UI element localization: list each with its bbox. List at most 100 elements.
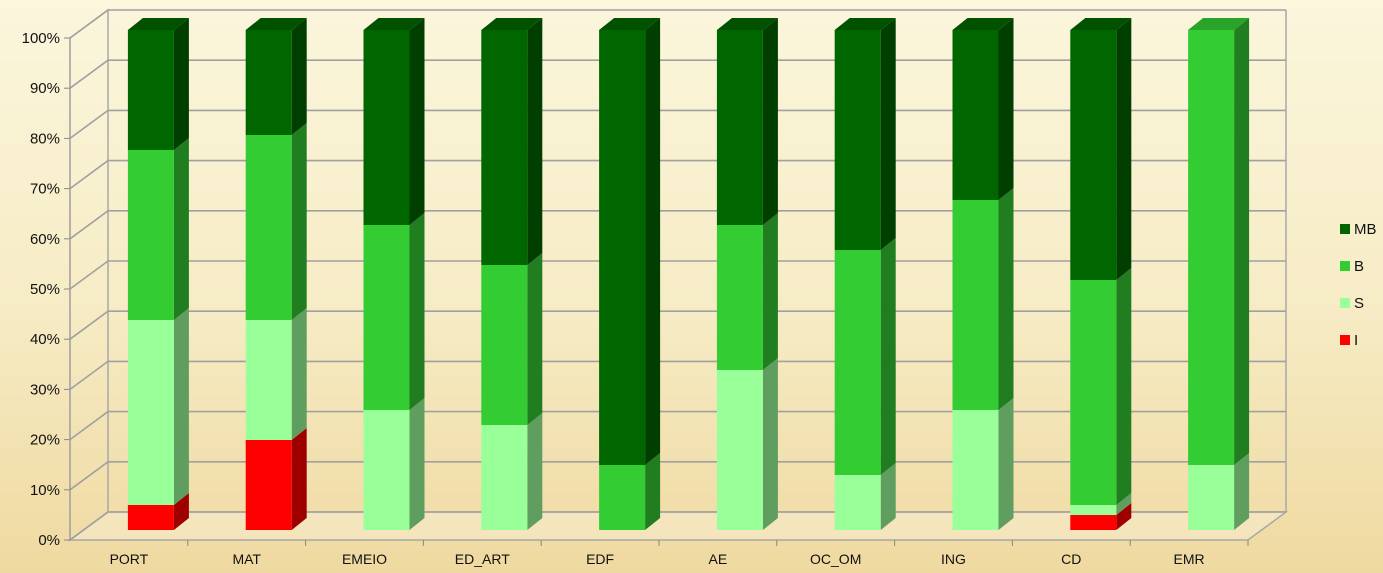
- bar-side: [645, 453, 661, 530]
- y-tick-label: 20%: [30, 432, 60, 449]
- bar-top: [716, 18, 778, 30]
- bar-side: [880, 18, 896, 250]
- bar-side: [762, 18, 778, 225]
- bar-side: [880, 238, 896, 475]
- bar-side: [1234, 453, 1250, 530]
- legend-label: I: [1354, 332, 1358, 349]
- bar-side: [762, 358, 778, 530]
- y-tick-label: 80%: [30, 130, 60, 147]
- bar-top: [599, 18, 661, 30]
- legend-swatch: [1340, 224, 1350, 234]
- bar-side: [880, 463, 896, 530]
- bar-segment-mb: [834, 30, 881, 250]
- y-tick-label: 0%: [38, 532, 60, 549]
- gridline: [69, 9, 1286, 39]
- bar-side: [1116, 18, 1132, 280]
- bar-segment-mb: [363, 30, 410, 225]
- x-category-label: EMEIO: [342, 551, 387, 567]
- bar-segment-s: [363, 410, 410, 530]
- bar-side: [1116, 268, 1132, 505]
- bar-side: [173, 18, 189, 150]
- legend-swatch: [1340, 261, 1350, 271]
- bar-top: [834, 18, 896, 30]
- bar-segment-b: [245, 135, 292, 320]
- legend-label: S: [1354, 295, 1364, 312]
- bar-side: [1234, 18, 1250, 465]
- legend-label: MB: [1354, 221, 1377, 238]
- bar-segment-b: [599, 465, 646, 530]
- bar-segment-b: [363, 225, 410, 410]
- x-category-label: EDF: [586, 551, 614, 567]
- bar-side: [409, 213, 425, 410]
- bar-segment-i: [245, 440, 292, 530]
- bar-segment-i: [1070, 515, 1117, 530]
- legend-swatch: [1340, 298, 1350, 308]
- y-tick-label: 50%: [30, 281, 60, 298]
- bar-top: [363, 18, 425, 30]
- bar-segment-s: [245, 320, 292, 440]
- bar-side: [291, 308, 307, 440]
- bar-side: [173, 138, 189, 320]
- y-tick-label: 30%: [30, 381, 60, 398]
- bar-top: [1070, 18, 1132, 30]
- bar-side: [409, 398, 425, 530]
- bar-segment-b: [716, 225, 763, 370]
- bar-segment-s: [834, 475, 881, 530]
- bar-top: [245, 18, 307, 30]
- bar-segment-mb: [952, 30, 999, 200]
- bar-side: [998, 188, 1014, 410]
- bar-side: [173, 493, 189, 530]
- y-tick-label: 60%: [30, 231, 60, 248]
- bar-side: [291, 18, 307, 135]
- x-category-label: ED_ART: [455, 551, 510, 567]
- bar-segment-b: [1188, 30, 1235, 465]
- y-tick-label: 40%: [30, 331, 60, 348]
- bar-side: [527, 413, 543, 530]
- x-axis-labels: PORT MAT EMEIO ED_ART EDF AE OC_OM ING CD EMR: [110, 540, 1249, 567]
- bar-top: [481, 18, 543, 30]
- bar-top: [952, 18, 1014, 30]
- legend-label: B: [1354, 258, 1364, 275]
- bar-side: [409, 18, 425, 225]
- bar-side: [291, 428, 307, 530]
- bar-side: [527, 253, 543, 425]
- x-category-label: AE: [709, 551, 728, 567]
- y-axis-ticks: 0% 10% 20% 30% 40% 50% 60% 70% 80% 90% 100%: [22, 30, 71, 549]
- x-category-label: PORT: [110, 551, 149, 567]
- bar-top: [127, 18, 189, 30]
- y-tick-label: 10%: [30, 482, 60, 499]
- bar-side: [645, 18, 661, 465]
- bar-segment-mb: [1070, 30, 1117, 280]
- legend: MB B S I: [1340, 221, 1377, 349]
- bar-side: [1116, 493, 1132, 515]
- legend-swatch: [1340, 335, 1350, 345]
- bar-segment-b: [127, 150, 174, 320]
- bar-segment-mb: [127, 30, 174, 150]
- bar-segment-s: [127, 320, 174, 505]
- y-tick-label: 70%: [30, 181, 60, 198]
- bar-side: [762, 213, 778, 370]
- bar-segment-b: [481, 265, 528, 425]
- bar-side: [998, 398, 1014, 530]
- bar-segment-b: [1070, 280, 1117, 505]
- x-category-label: EMR: [1174, 551, 1205, 567]
- x-category-label: MAT: [232, 551, 261, 567]
- y-tick-label: 90%: [30, 80, 60, 97]
- bar-side: [1116, 503, 1132, 530]
- x-category-label: OC_OM: [810, 551, 861, 567]
- y-tick-label: 100%: [22, 30, 60, 47]
- bar-segment-s: [716, 370, 763, 530]
- bar-side: [291, 123, 307, 320]
- bar-side: [998, 18, 1014, 200]
- bar-segment-s: [1070, 505, 1117, 515]
- bar-top: [1188, 18, 1250, 30]
- x-category-label: ING: [941, 551, 966, 567]
- bar-segment-b: [834, 250, 881, 475]
- bar-segment-s: [952, 410, 999, 530]
- bar-segment-mb: [599, 30, 646, 465]
- bar-segment-b: [952, 200, 999, 410]
- bar-segment-s: [1188, 465, 1235, 530]
- bar-segment-s: [481, 425, 528, 530]
- bar-segment-mb: [716, 30, 763, 225]
